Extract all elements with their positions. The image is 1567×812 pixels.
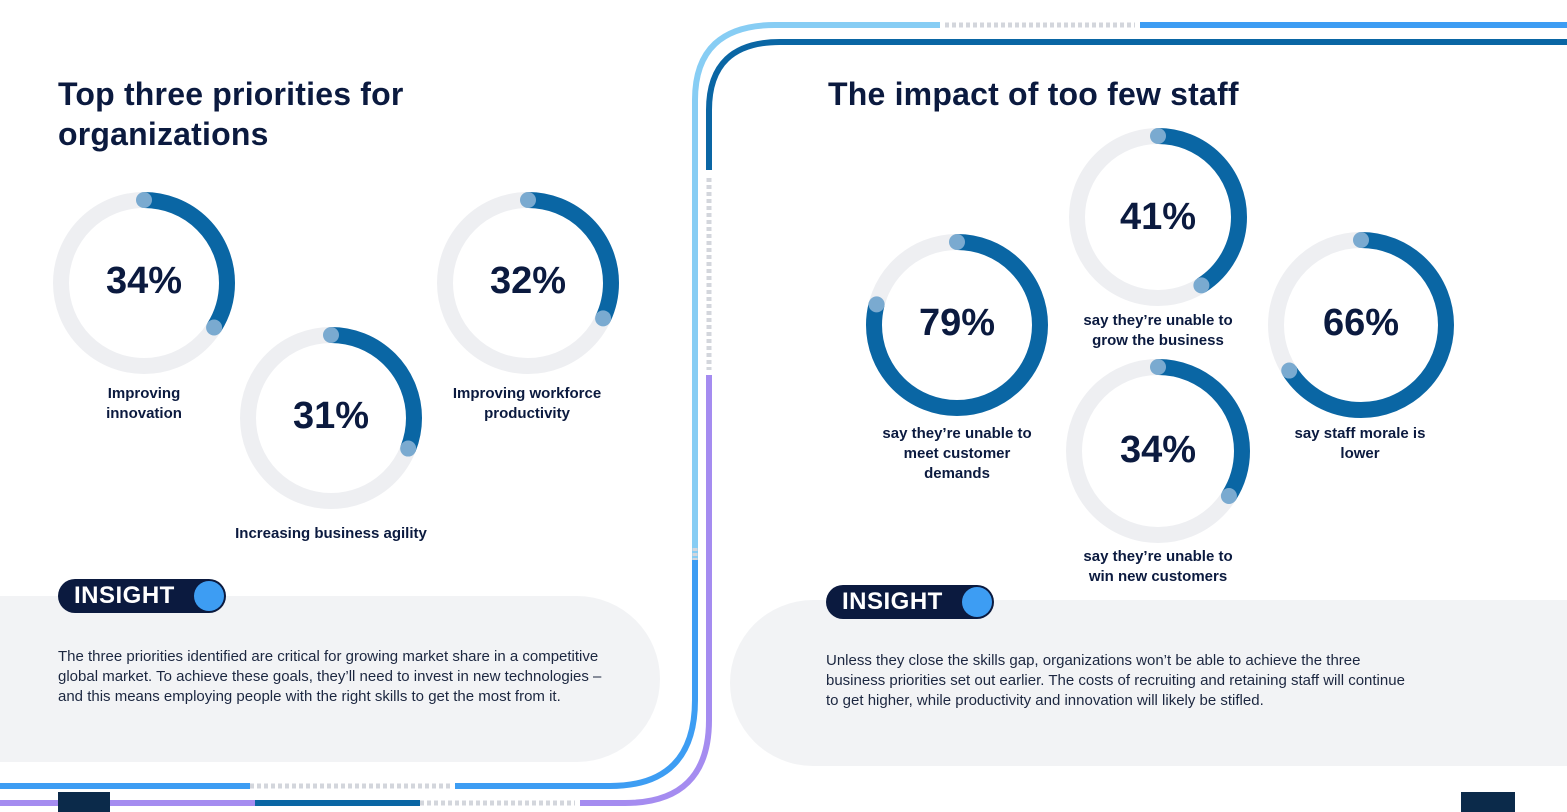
donut-ring xyxy=(1268,232,1454,418)
priority-label-innovation: Improving innovation xyxy=(106,385,182,422)
impact-label-customer-demands: say they’re unable to meet customer dema… xyxy=(882,425,1032,482)
nav-next-button[interactable] xyxy=(1461,792,1515,812)
donut-ring xyxy=(53,192,235,374)
ring-end-knob xyxy=(1193,277,1210,294)
ring-end-knob xyxy=(595,310,612,327)
donut-value: 32% xyxy=(489,260,567,302)
impact-label-new-customers: say they’re unable to win new customers xyxy=(1083,548,1233,585)
ring-end-knob xyxy=(206,319,223,336)
ring-start-knob xyxy=(136,192,152,208)
ring-end-knob xyxy=(868,296,885,313)
left-insight-card xyxy=(0,596,660,762)
left-panel-title: Top three priorities for organizations xyxy=(58,76,404,152)
donut-value: 31% xyxy=(292,395,370,437)
impact-label-staff-morale: say staff morale is lower xyxy=(1294,425,1426,462)
donut-value: 66% xyxy=(1322,302,1400,344)
priority-label-productivity: Improving workforce productivity xyxy=(452,385,602,422)
insight-label: INSIGHT xyxy=(74,582,175,609)
donut-ring xyxy=(240,327,422,509)
donut-ring xyxy=(1066,359,1250,543)
right-insight-card xyxy=(730,600,1567,766)
impact-donut-grow-business: 41% xyxy=(1069,128,1247,306)
ring-end-knob xyxy=(400,440,417,457)
insight-label: INSIGHT xyxy=(842,588,943,615)
priority-donut-productivity: 32% xyxy=(437,192,619,374)
right-panel-title: The impact of too few staff xyxy=(828,76,1239,112)
ring-start-knob xyxy=(1353,232,1369,248)
ring-end-knob xyxy=(1281,362,1298,379)
donut-value: 79% xyxy=(918,302,996,344)
donut-value: 34% xyxy=(105,260,183,302)
ring-end-knob xyxy=(1220,488,1237,505)
impact-label-grow-business: say they’re unable to grow the business xyxy=(1083,312,1233,349)
priority-donut-agility: 31% xyxy=(240,327,422,509)
donut-ring xyxy=(866,234,1048,416)
impact-donut-staff-morale: 66% xyxy=(1268,232,1454,418)
donut-ring xyxy=(437,192,619,374)
ring-start-knob xyxy=(1150,128,1166,144)
insight-dot-icon xyxy=(194,581,224,611)
donut-ring xyxy=(1069,128,1247,306)
insight-dot-icon xyxy=(962,587,992,617)
nav-up-button[interactable] xyxy=(58,792,110,812)
left-insight-text: The three priorities identified are crit… xyxy=(58,648,602,705)
ring-start-knob xyxy=(520,192,536,208)
ring-start-knob xyxy=(1150,359,1166,375)
donut-value: 34% xyxy=(1119,429,1197,471)
priority-label-agility: Increasing business agility xyxy=(235,525,427,542)
ring-start-knob xyxy=(949,234,965,250)
right-insight-badge: INSIGHT xyxy=(826,585,994,619)
ring-start-knob xyxy=(323,327,339,343)
left-insight-badge: INSIGHT xyxy=(58,579,226,613)
right-insight-text: Unless they close the skills gap, organi… xyxy=(826,652,1405,709)
donut-value: 41% xyxy=(1119,196,1197,238)
priority-donut-innovation: 34% xyxy=(53,192,235,374)
impact-donut-new-customers: 34% xyxy=(1066,359,1250,543)
impact-donut-customer-demands: 79% xyxy=(866,234,1048,416)
